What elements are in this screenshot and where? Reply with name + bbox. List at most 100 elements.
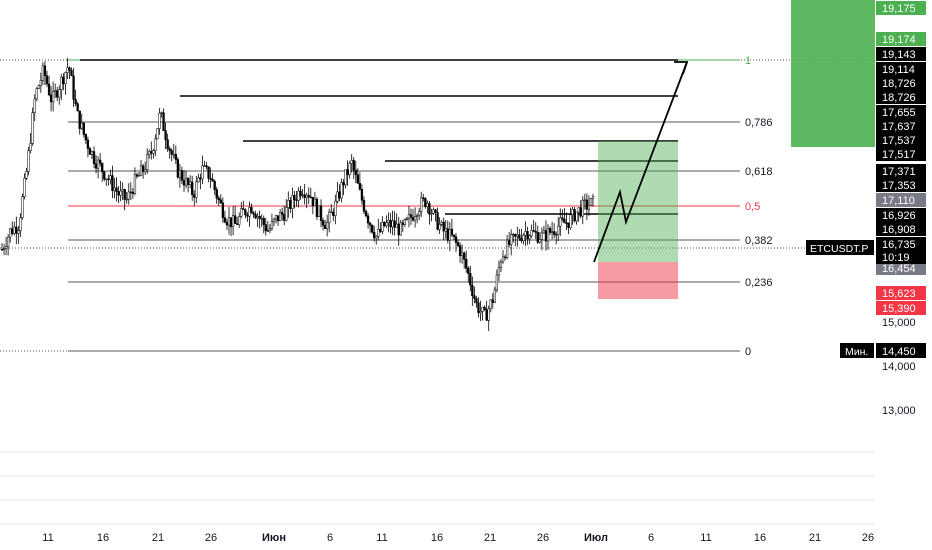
- candle-body: [354, 169, 357, 175]
- candle-body: [587, 205, 591, 210]
- candle-body: [577, 207, 580, 213]
- candle-body: [334, 200, 337, 216]
- candle-body: [389, 220, 392, 228]
- price-tag-bg: [876, 147, 926, 161]
- candle-body: [491, 299, 494, 303]
- candle-body: [60, 76, 63, 90]
- time-axis-label: 21: [484, 532, 496, 544]
- candle-body: [499, 261, 503, 269]
- candle-body: [336, 191, 339, 202]
- candle-body: [33, 98, 36, 113]
- candle-body: [172, 154, 175, 156]
- candle-body: [166, 139, 169, 150]
- candle-body: [391, 220, 394, 228]
- candle-body: [569, 214, 572, 228]
- fib-label-05: 0,5: [745, 201, 760, 213]
- candle-body: [393, 220, 396, 228]
- candle-body: [493, 289, 496, 303]
- candle-body: [520, 238, 523, 241]
- candle-body: [121, 189, 124, 192]
- candle-body: [501, 256, 505, 263]
- time-axis-label: 11: [42, 532, 53, 544]
- candle-body: [465, 259, 468, 269]
- candle-body: [407, 214, 411, 219]
- candle-body: [399, 222, 402, 236]
- price-axis-label: 17,637: [882, 121, 916, 133]
- candle-body: [211, 178, 214, 182]
- candle-body: [258, 216, 261, 219]
- candle-body: [591, 196, 595, 199]
- candle-body: [485, 309, 488, 321]
- candle-body: [548, 228, 552, 233]
- candle-body: [31, 112, 34, 144]
- candle-body: [119, 190, 122, 196]
- candle-body: [82, 122, 85, 135]
- candle-body: [424, 198, 427, 208]
- candle-body: [195, 181, 198, 198]
- candle-body: [160, 112, 163, 114]
- target-zone-block: [791, 0, 875, 147]
- candle-body: [78, 110, 81, 129]
- price-tag-bg: [876, 222, 926, 236]
- candle-body: [51, 91, 55, 103]
- candle-body: [291, 194, 294, 209]
- candle-body: [180, 170, 184, 181]
- candle-body: [260, 218, 263, 220]
- candle-body: [589, 198, 593, 207]
- candle-body: [422, 197, 425, 199]
- fib-label-0382: 0,382: [745, 235, 773, 247]
- candle-body: [311, 197, 314, 207]
- candle-body: [252, 212, 255, 215]
- candle-body: [565, 222, 568, 224]
- candle-body: [285, 207, 288, 221]
- candle-body: [434, 209, 437, 213]
- candle-body: [96, 159, 100, 169]
- candle-body: [39, 80, 43, 86]
- min-value-label: 14,450: [882, 346, 916, 358]
- candle-body: [387, 220, 390, 223]
- candle-body: [238, 216, 241, 225]
- candle-body: [510, 234, 513, 245]
- candle-body: [137, 175, 141, 177]
- candle-body: [203, 165, 206, 167]
- candle-body: [129, 191, 132, 193]
- time-axis-label: 11: [376, 532, 387, 544]
- price-tag-bg: [876, 105, 926, 119]
- price-axis-label: 15,390: [882, 303, 916, 315]
- long-position-loss-zone[interactable]: [598, 262, 678, 299]
- candle-body: [346, 169, 349, 176]
- candle-body: [127, 191, 130, 200]
- candle-body: [342, 182, 345, 186]
- candle-body: [41, 65, 45, 81]
- candle-body: [385, 222, 388, 226]
- time-axis-labels: 11 16 21 26 Июн 6 11 16 21 26 Июл 6 11 16 21 26: [42, 532, 874, 544]
- candle-body: [11, 228, 14, 234]
- time-axis-label: 6: [327, 532, 333, 544]
- candle-body: [364, 211, 368, 217]
- candle-body: [413, 216, 417, 221]
- candle-body: [297, 190, 300, 201]
- long-position-profit-zone[interactable]: [598, 141, 678, 262]
- price-tag-bg: [876, 193, 926, 207]
- candle-body: [274, 215, 278, 220]
- candle-body: [328, 211, 331, 223]
- candle-body: [133, 174, 137, 194]
- candle-body: [350, 160, 353, 164]
- candle-body: [418, 211, 421, 216]
- candle-body: [563, 218, 566, 224]
- candle-body: [276, 215, 280, 222]
- candle-body: [508, 239, 511, 245]
- candle-body: [43, 65, 47, 76]
- candle-body: [182, 180, 186, 186]
- candle-body: [105, 178, 108, 180]
- candle-body: [111, 175, 114, 191]
- candle-body: [426, 203, 429, 208]
- candle-body: [561, 217, 564, 220]
- candle-body: [540, 232, 544, 240]
- candle-body: [454, 236, 458, 243]
- candle-body: [272, 218, 276, 222]
- candle-body: [90, 151, 94, 155]
- price-tag-bg: [876, 178, 926, 192]
- candle-body: [45, 75, 49, 85]
- candle-body: [268, 228, 272, 231]
